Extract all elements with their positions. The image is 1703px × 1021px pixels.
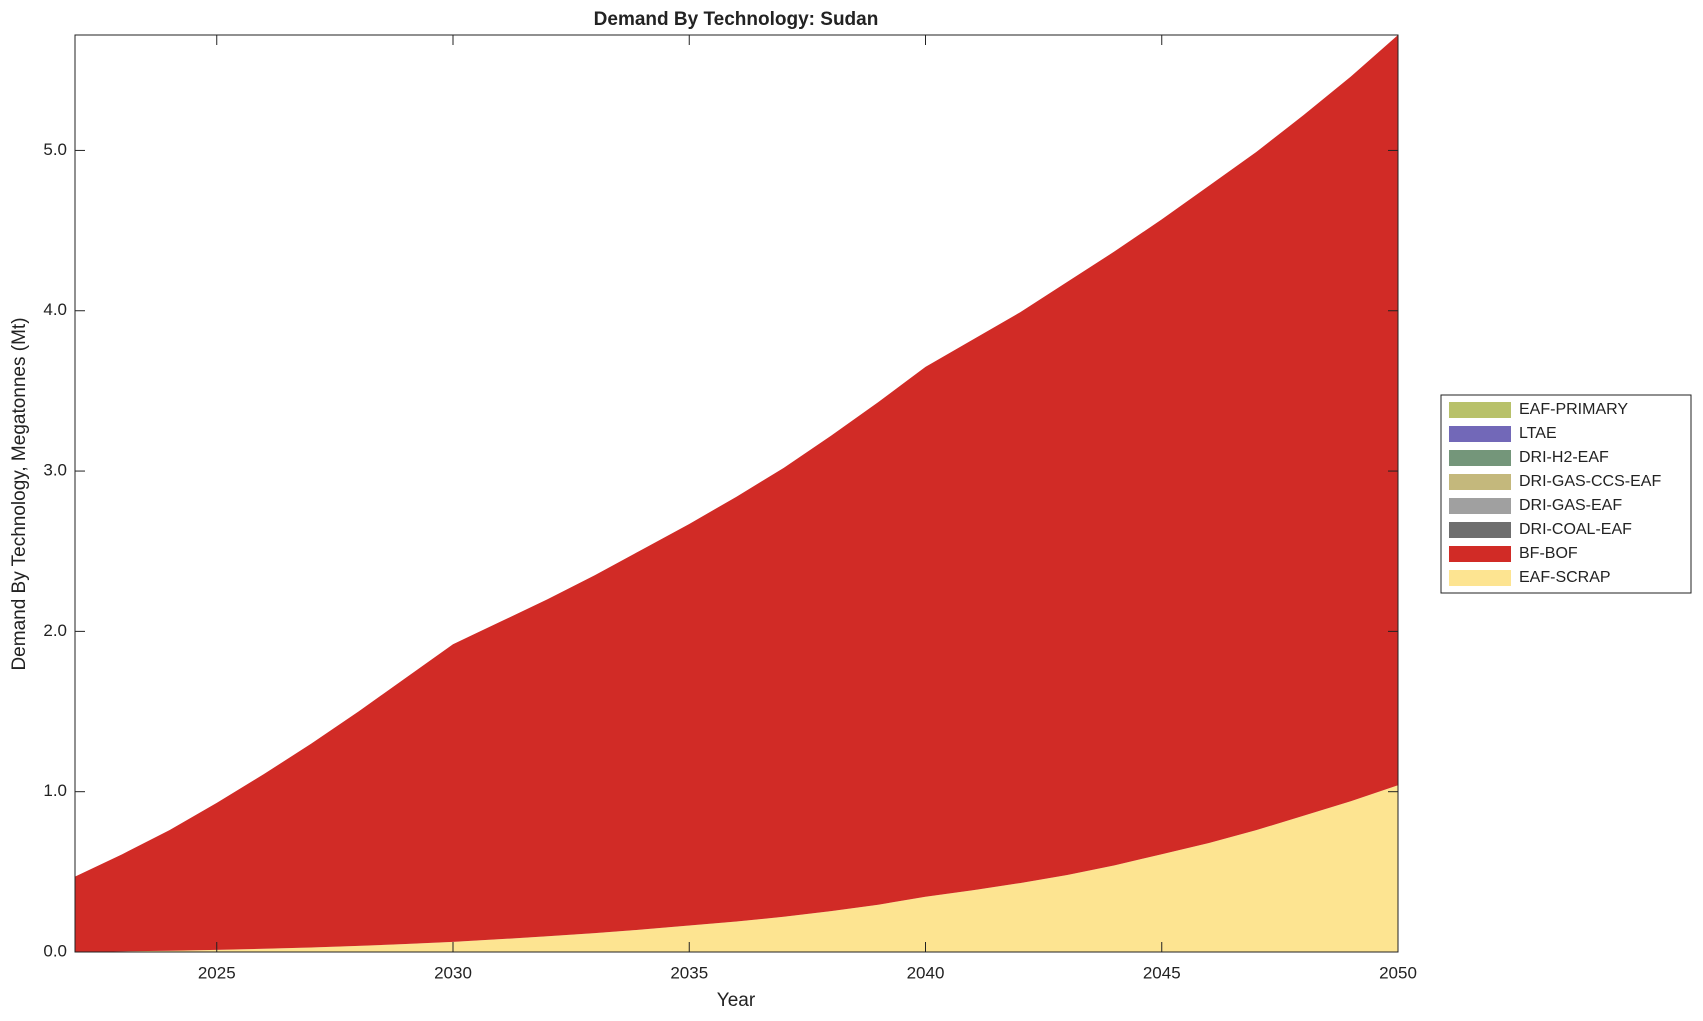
x-tick-label: 2035 bbox=[670, 963, 708, 982]
y-tick-label: 0.0 bbox=[43, 941, 67, 960]
y-tick-label: 5.0 bbox=[43, 140, 67, 159]
legend-swatch bbox=[1449, 426, 1511, 442]
legend-swatch bbox=[1449, 522, 1511, 538]
area bbox=[75, 785, 1398, 952]
y-tick-label: 1.0 bbox=[43, 781, 67, 800]
legend-box bbox=[1440, 394, 1692, 594]
x-tick-label: 2045 bbox=[1143, 963, 1181, 982]
legend-swatch bbox=[1449, 450, 1511, 466]
legend-label: EAF-PRIMARY bbox=[1519, 401, 1628, 418]
legend-label: DRI-COAL-EAF bbox=[1519, 521, 1632, 538]
legend-swatch bbox=[1449, 498, 1511, 514]
x-tick-label: 2030 bbox=[434, 963, 472, 982]
legend-swatch bbox=[1449, 402, 1511, 418]
y-axis-label: Demand By Technology, Megatonnes (Mt) bbox=[9, 317, 30, 670]
x-tick-label: 2040 bbox=[907, 963, 945, 982]
area bbox=[75, 35, 1398, 952]
legend-label: LTAE bbox=[1519, 425, 1557, 442]
chart-title: Demand By Technology: Sudan bbox=[594, 9, 879, 30]
y-tick-label: 4.0 bbox=[43, 300, 67, 319]
legend-label: EAF-SCRAP bbox=[1519, 569, 1611, 586]
x-tick-label: 2025 bbox=[198, 963, 236, 982]
legend-swatch bbox=[1449, 474, 1511, 490]
legend-label: DRI-GAS-CCS-EAF bbox=[1519, 473, 1661, 490]
legend-label: BF-BOF bbox=[1519, 545, 1578, 562]
legend-label: DRI-H2-EAF bbox=[1519, 449, 1609, 466]
x-tick-label: 2050 bbox=[1379, 963, 1417, 982]
legend-swatch bbox=[1449, 546, 1511, 562]
legend-swatch bbox=[1449, 570, 1511, 586]
y-tick-label: 3.0 bbox=[43, 461, 67, 480]
legend-label: DRI-GAS-EAF bbox=[1519, 497, 1622, 514]
x-axis-label: Year bbox=[717, 990, 756, 1011]
y-tick-label: 2.0 bbox=[43, 621, 67, 640]
plot-frame bbox=[74, 34, 1399, 953]
